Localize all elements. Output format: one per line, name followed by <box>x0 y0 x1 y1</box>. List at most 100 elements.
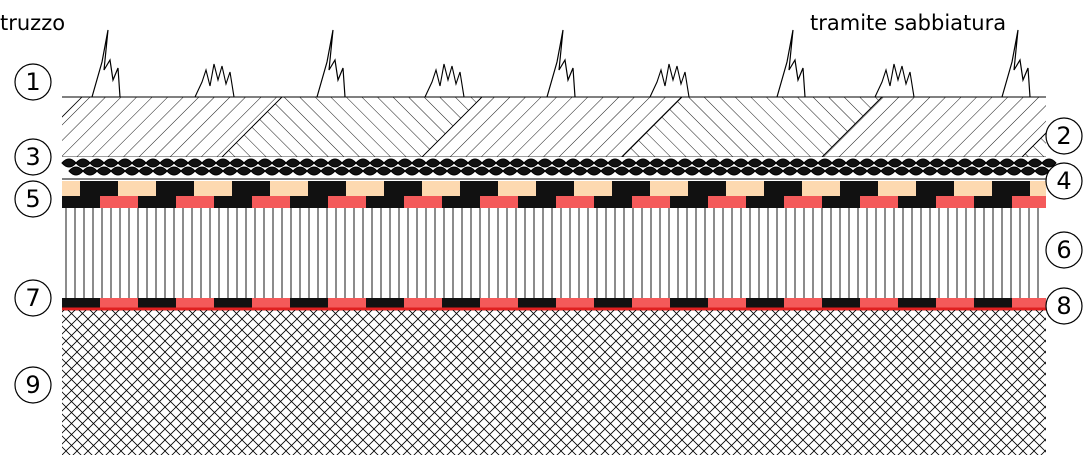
red-block <box>860 298 898 309</box>
callout-circle <box>14 63 52 101</box>
red-block <box>176 196 214 208</box>
hatch-region <box>1021 132 1046 157</box>
peach-block <box>346 181 384 196</box>
peach-block <box>574 181 612 196</box>
red-block <box>898 298 936 309</box>
red-block <box>556 196 594 208</box>
peach-block <box>460 181 498 196</box>
substrate-crosshatch-layer <box>62 310 1046 455</box>
tall-spike <box>316 29 346 98</box>
peach-block <box>232 181 270 196</box>
red-block <box>784 298 822 309</box>
callout-number: 6 <box>1056 236 1071 264</box>
red-block <box>822 196 860 208</box>
callout-circle <box>1045 117 1083 155</box>
peach-block <box>840 181 878 196</box>
callout-circle <box>1045 287 1083 325</box>
red-block <box>974 196 1012 208</box>
red-block <box>708 196 746 208</box>
hatch-region <box>821 97 1046 157</box>
peach-block <box>118 181 156 196</box>
peach-block <box>764 181 802 196</box>
tall-spike <box>546 29 576 98</box>
callout-circle <box>1045 231 1083 269</box>
red-block <box>214 196 252 208</box>
callout-number: 3 <box>25 143 40 171</box>
red-block <box>518 196 556 208</box>
red-block <box>62 298 100 309</box>
peach-block <box>498 181 536 196</box>
red-block <box>594 298 632 309</box>
red-block-band-lower <box>62 298 1046 309</box>
callout-circle <box>14 138 52 176</box>
red-block <box>62 196 100 208</box>
red-block <box>1012 298 1046 309</box>
red-block <box>252 196 290 208</box>
vertical-lines-layer <box>62 208 1046 298</box>
callout-number: 8 <box>1056 292 1071 320</box>
callout-9: 9 <box>14 366 52 404</box>
red-block <box>328 298 366 309</box>
red-block <box>556 298 594 309</box>
small-spike <box>424 63 465 98</box>
red-block <box>632 298 670 309</box>
peach-block <box>802 181 840 196</box>
red-block <box>670 298 708 309</box>
red-block <box>442 298 480 309</box>
peach-block <box>536 181 574 196</box>
peach-block <box>916 181 954 196</box>
red-block <box>138 196 176 208</box>
callout-8: 8 <box>1045 287 1083 325</box>
small-spike <box>194 63 235 98</box>
peach-block-band <box>62 181 1046 196</box>
peach-block <box>308 181 346 196</box>
callout-number: 7 <box>25 284 40 312</box>
callout-5: 5 <box>14 180 52 218</box>
tall-spike <box>1001 29 1031 98</box>
callout-1: 1 <box>14 63 52 101</box>
peach-block <box>688 181 726 196</box>
callout-6: 6 <box>1045 231 1083 269</box>
peach-block <box>62 181 80 196</box>
rough-bump <box>1041 158 1057 168</box>
peach-block <box>612 181 650 196</box>
callout-number: 5 <box>25 185 40 213</box>
small-spike <box>649 63 690 98</box>
red-block <box>860 196 898 208</box>
red-block <box>518 298 556 309</box>
vertical-lines-bg <box>62 208 1046 298</box>
peach-block <box>992 181 1030 196</box>
callout-4: 4 <box>1045 162 1083 200</box>
callout-number: 2 <box>1056 122 1071 150</box>
red-block <box>1012 196 1046 208</box>
red-block <box>138 298 176 309</box>
hatch-region <box>621 97 883 157</box>
peach-block <box>156 181 194 196</box>
peach-block <box>80 181 118 196</box>
callout-number: 1 <box>25 68 40 96</box>
red-block <box>366 196 404 208</box>
red-block <box>442 196 480 208</box>
red-block <box>480 196 518 208</box>
red-block <box>328 196 366 208</box>
callout-7: 7 <box>14 279 52 317</box>
tall-spike <box>776 29 806 98</box>
red-block <box>708 298 746 309</box>
peach-block <box>422 181 460 196</box>
red-block <box>100 196 138 208</box>
red-block <box>176 298 214 309</box>
label-top-left: truzzo <box>0 11 65 35</box>
red-block-band-upper <box>62 196 1046 208</box>
hatch-region <box>421 97 683 157</box>
red-block <box>746 196 784 208</box>
red-block <box>404 196 442 208</box>
red-block <box>670 196 708 208</box>
red-block <box>594 196 632 208</box>
tall-spike <box>91 29 121 98</box>
red-block <box>822 298 860 309</box>
red-block <box>746 298 784 309</box>
peach-block <box>878 181 916 196</box>
hatch-region <box>221 97 483 157</box>
red-block <box>936 196 974 208</box>
